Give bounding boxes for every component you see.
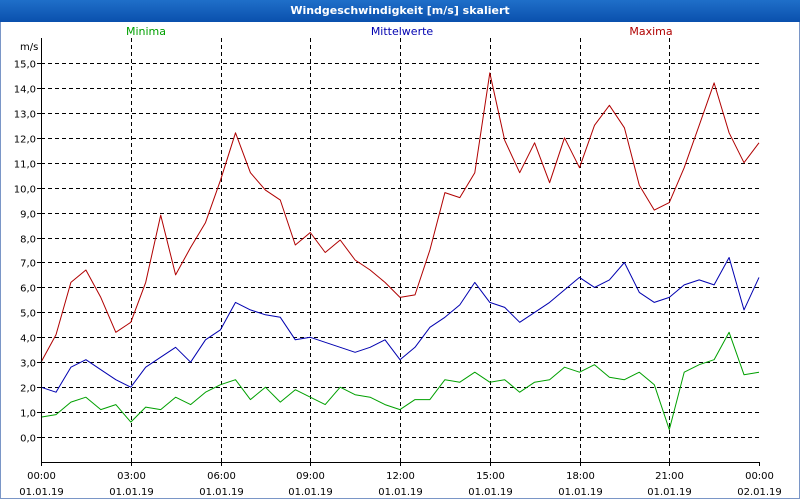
x-tick-time: 03:00: [117, 471, 146, 482]
legend-maxima: Maxima: [629, 25, 672, 38]
y-tick-label: 3,0: [20, 359, 36, 370]
x-tick-time: 15:00: [476, 471, 505, 482]
y-tick-label: 10,0: [14, 185, 36, 196]
x-tick-time: 21:00: [655, 471, 684, 482]
axis-labels: 0,0 1,0 2,0 3,0 4,0 5,0 6,0 7,0 8,0 9,0 10,0 11,0 12…: [14, 42, 782, 498]
y-tick-label: 13,0: [14, 110, 36, 121]
y-tick-label: 12,0: [14, 135, 36, 146]
legend: Minima Mittelwerte Maxima: [126, 25, 673, 38]
grid: [41, 38, 759, 462]
y-tick-label: 4,0: [20, 334, 36, 345]
y-tick-label: 0,0: [20, 434, 36, 445]
x-tick-time: 18:00: [566, 471, 595, 482]
series-line-minima: [40, 331, 760, 431]
x-tick-time: 06:00: [207, 471, 236, 482]
y-axis-label: m/s: [20, 42, 38, 53]
x-tick-date: 02.01.19: [737, 487, 782, 498]
legend-minima: Minima: [126, 25, 166, 38]
series-line-maxima: [40, 72, 760, 363]
axes: [37, 38, 760, 466]
x-tick-date: 01.01.19: [19, 487, 64, 498]
x-tick-date: 01.01.19: [288, 487, 333, 498]
y-tick-label: 9,0: [20, 210, 36, 221]
x-tick-date: 01.01.19: [378, 487, 423, 498]
x-tick-date: 01.01.19: [647, 487, 692, 498]
y-tick-label: 8,0: [20, 235, 36, 246]
y-tick-label: 2,0: [20, 384, 36, 395]
x-tick-time: 09:00: [296, 471, 325, 482]
window-title: Windgeschwindigkeit [m/s] skaliert: [0, 0, 800, 22]
x-tick-date: 01.01.19: [109, 487, 154, 498]
y-tick-label: 7,0: [20, 259, 36, 270]
x-tick-time: 12:00: [386, 471, 415, 482]
x-tick-time: 00:00: [27, 471, 56, 482]
legend-mittelwerte: Mittelwerte: [371, 25, 434, 38]
x-tick-date: 01.01.19: [468, 487, 513, 498]
y-tick-label: 5,0: [20, 309, 36, 320]
y-tick-label: 15,0: [14, 60, 36, 71]
y-tick-label: 1,0: [20, 409, 36, 420]
series-lines: [40, 72, 760, 431]
y-tick-label: 11,0: [14, 160, 36, 171]
x-tick-date: 01.01.19: [558, 487, 603, 498]
x-tick-time: 00:00: [745, 471, 774, 482]
x-tick-date: 01.01.19: [199, 487, 244, 498]
series-line-mittelwerte: [40, 257, 760, 393]
y-tick-label: 6,0: [20, 284, 36, 295]
y-tick-label: 14,0: [14, 85, 36, 96]
